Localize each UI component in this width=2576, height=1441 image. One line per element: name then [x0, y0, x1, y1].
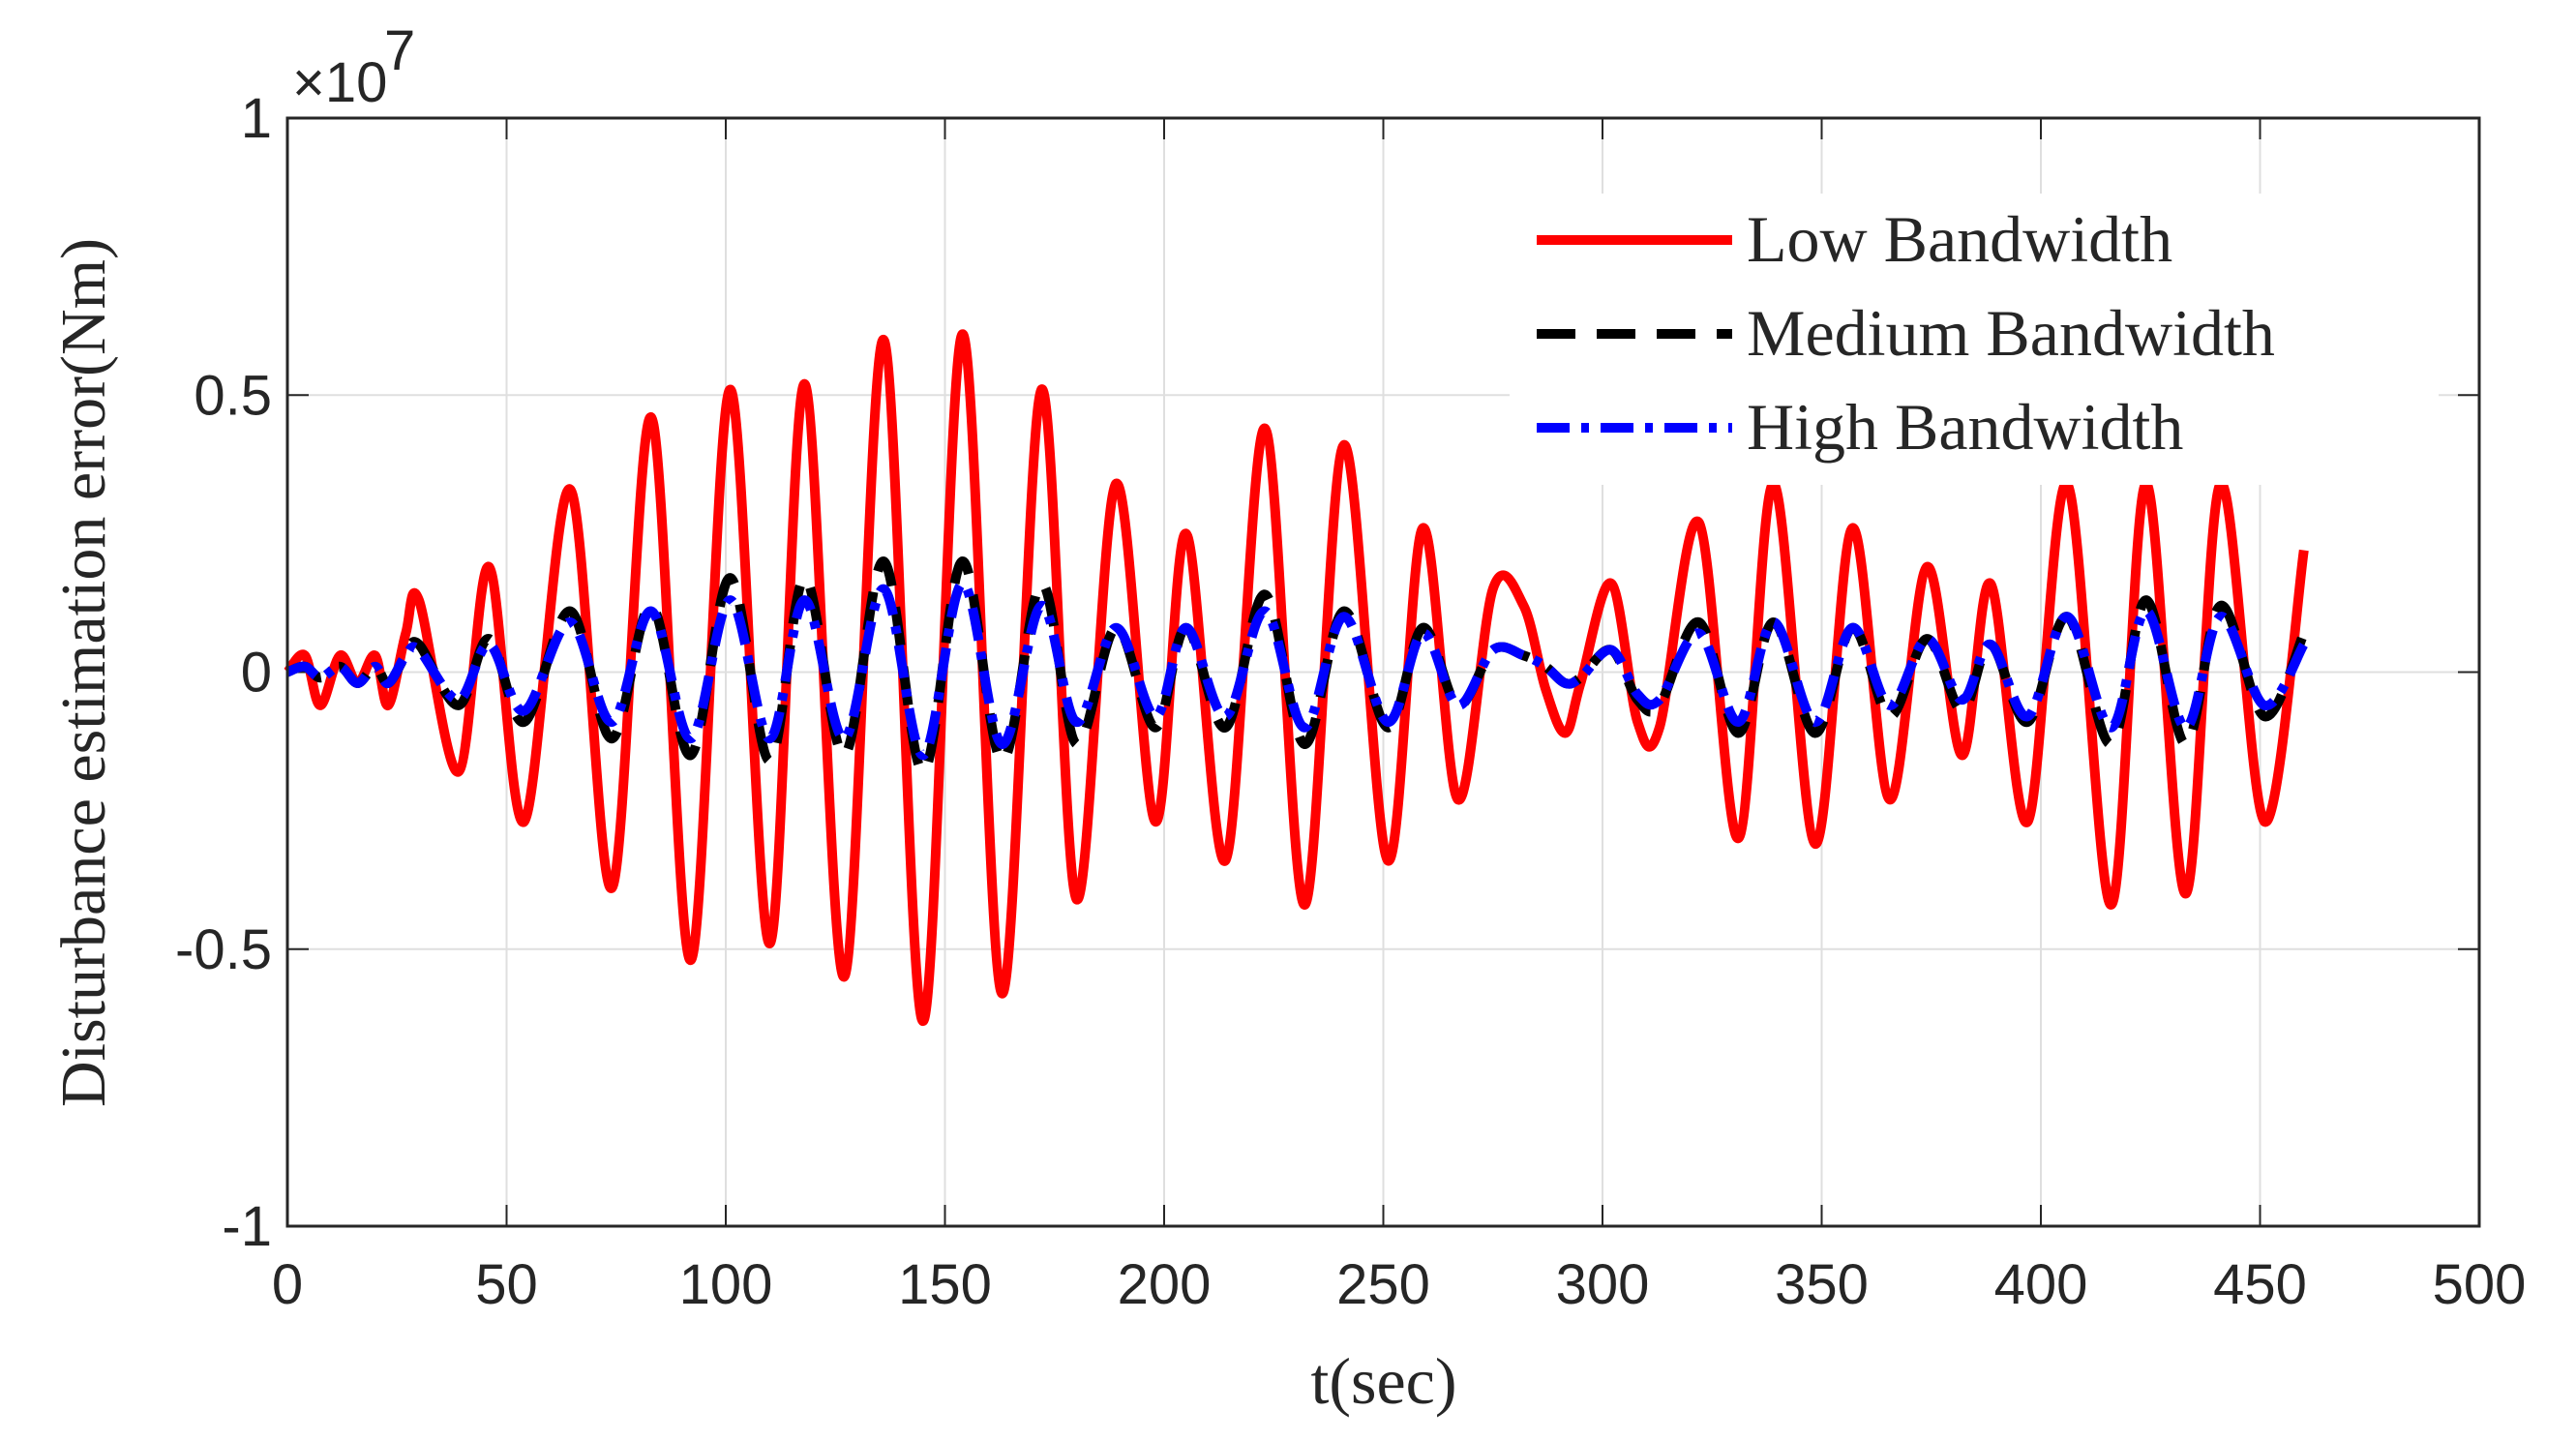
y-tick-label: 0 — [241, 642, 272, 705]
x-tick-label: 350 — [1775, 1253, 1869, 1316]
x-tick-label: 300 — [1556, 1253, 1650, 1316]
y-axis-label: Disturbance estimation error(Nm) — [48, 238, 119, 1107]
x-tick-label: 0 — [272, 1253, 303, 1316]
y-scale-exponent: 7 — [384, 19, 415, 82]
x-tick-label: 150 — [898, 1253, 992, 1316]
x-tick-label: 250 — [1336, 1253, 1430, 1316]
data-line — [284, 329, 2309, 1027]
x-tick-label: 500 — [2433, 1253, 2527, 1316]
legend-label: High Bandwidth — [1747, 390, 2183, 464]
y-tick-label: -0.5 — [175, 918, 272, 981]
plot-frame — [285, 116, 2481, 1228]
y-tick-label: 1 — [241, 87, 272, 150]
x-tick-label: 450 — [2213, 1253, 2307, 1316]
y-tick-label: -1 — [222, 1195, 272, 1258]
x-tick-label: 200 — [1118, 1253, 1212, 1316]
data-line — [285, 578, 2309, 761]
x-tick-label: 100 — [679, 1253, 773, 1316]
legend-label: Low Bandwidth — [1747, 202, 2172, 276]
y-scale-base: ×10 — [292, 51, 387, 114]
x-tick-label: 400 — [1994, 1253, 2088, 1316]
x-axis-label: t(sec) — [1310, 1344, 1456, 1418]
y-tick-label: 0.5 — [194, 364, 272, 427]
x-tick-label: 50 — [475, 1253, 538, 1316]
legend: Low Bandwidth Medium Bandwidth High Bandwi… — [1510, 194, 2439, 485]
legend-label: Medium Bandwidth — [1747, 296, 2275, 370]
data-line — [285, 555, 2309, 777]
